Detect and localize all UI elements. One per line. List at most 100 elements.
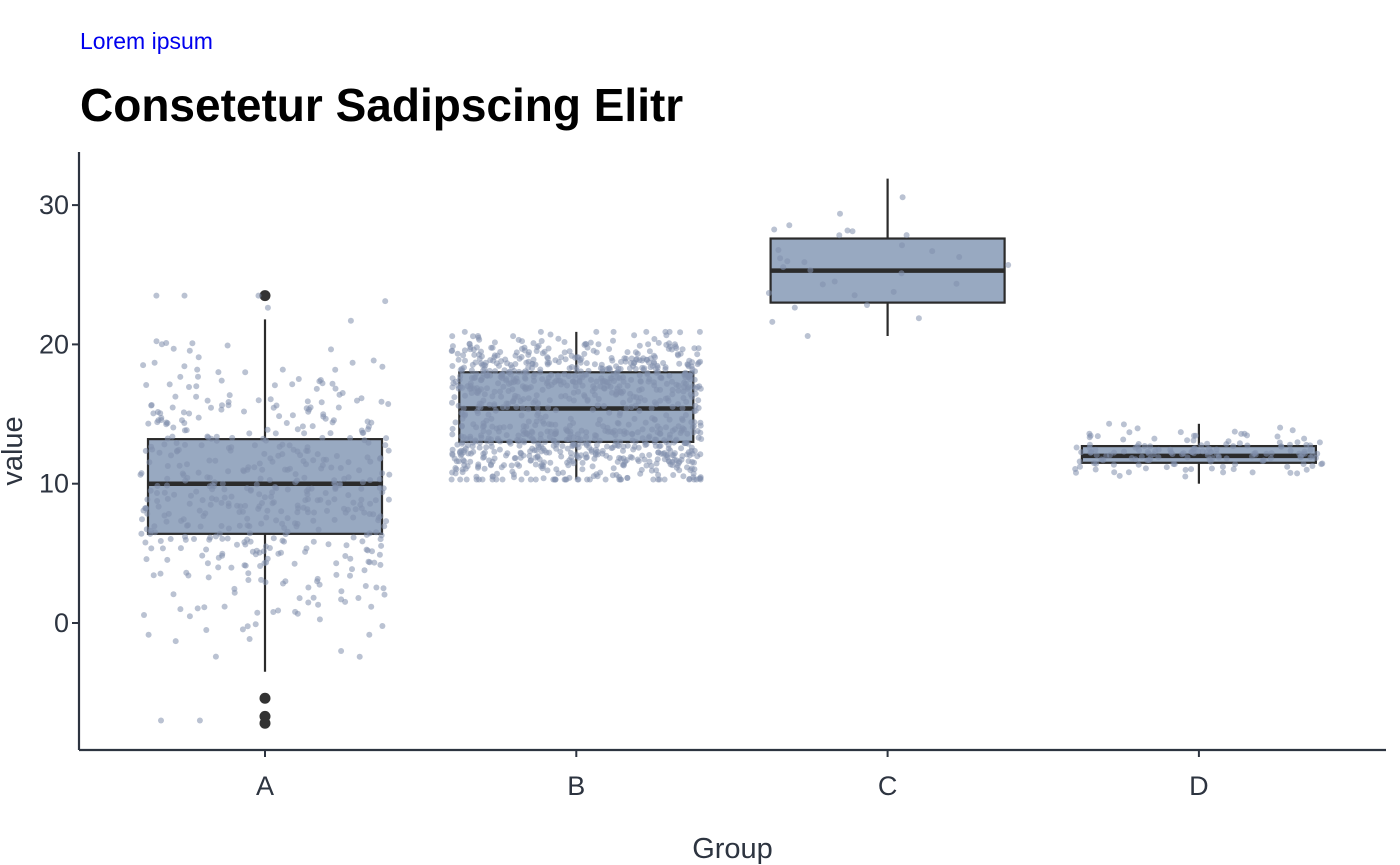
jitter-point [636, 387, 643, 394]
jitter-point [1111, 449, 1117, 456]
jitter-point [473, 424, 480, 431]
jitter-point [650, 359, 657, 366]
jitter-point [206, 536, 213, 543]
axes-layer: 0 10 20 30 A B C D Group value [0, 152, 1386, 865]
jitter-point [590, 347, 597, 354]
jitter-point [343, 542, 350, 549]
outlier-point [259, 290, 271, 302]
jitter-point [449, 469, 456, 476]
jitter-point [553, 466, 560, 473]
jitter-point [649, 426, 656, 433]
jitter-point [1076, 458, 1083, 465]
jitter-point [360, 429, 367, 436]
jitter-point [599, 447, 606, 454]
jitter-point [448, 348, 455, 354]
jitter-point [333, 571, 340, 578]
jitter-point [299, 423, 306, 430]
jitter-point [152, 529, 158, 536]
jitter-point [558, 354, 565, 361]
jitter-point [368, 603, 375, 610]
jitter-point [144, 496, 151, 503]
subtitle-link[interactable]: Lorem ipsum [80, 28, 213, 54]
jitter-point [1182, 466, 1189, 473]
jitter-point [649, 415, 656, 422]
jitter-point [655, 471, 662, 478]
jitter-point [498, 371, 505, 378]
jitter-point [370, 357, 377, 364]
jitter-point [143, 526, 150, 533]
jitter-point [497, 438, 504, 445]
jitter-point [294, 502, 301, 509]
jitter-point [1191, 445, 1198, 452]
jitter-point [1077, 463, 1083, 470]
jitter-point [455, 356, 462, 363]
jitter-point [596, 416, 603, 423]
jitter-point [548, 381, 555, 388]
jitter-point [333, 453, 340, 459]
jitter-point [338, 588, 345, 595]
jitter-point [228, 493, 235, 500]
jitter-point [345, 492, 352, 499]
jitter-point [361, 567, 368, 574]
jitter-point [1073, 469, 1079, 476]
jitter-point [322, 490, 329, 496]
jitter-point [245, 570, 252, 577]
jitter-point [679, 415, 685, 422]
jitter-point [1078, 449, 1085, 456]
jitter-point [603, 366, 610, 373]
jitter-point [173, 440, 180, 446]
jitter-point [489, 344, 496, 351]
jitter-point [151, 523, 158, 530]
jitter-point [1120, 421, 1127, 428]
jitter-point [466, 341, 473, 348]
jitter-point [1213, 446, 1220, 453]
jitter-point [561, 349, 568, 356]
jitter-point [574, 476, 581, 483]
jitter-point [929, 248, 936, 255]
outlier-point [259, 692, 271, 704]
jitter-point [641, 397, 648, 404]
jitter-point [276, 413, 283, 420]
jitter-point [513, 404, 520, 410]
jitter-point [636, 342, 643, 349]
jitter-point [489, 473, 496, 480]
jitter-point [598, 361, 605, 368]
jitter-point [775, 247, 782, 253]
jitter-point [570, 397, 577, 404]
jitter-point [481, 391, 488, 398]
jitter-point [643, 462, 650, 469]
jitter-point [1274, 433, 1281, 440]
jitter-point [672, 343, 679, 350]
jitter-point [308, 485, 315, 492]
jitter-point [831, 278, 838, 285]
jitter-point [697, 451, 704, 458]
jitter-point [554, 439, 561, 446]
jitter-point [467, 346, 474, 353]
jitter-point [142, 539, 149, 546]
jitter-point [545, 345, 552, 352]
jitter-point [693, 476, 700, 483]
jitter-point [195, 414, 202, 421]
jitter-point [382, 298, 389, 305]
jitter-point [1151, 435, 1158, 442]
jitter-point [458, 365, 465, 372]
jitter-point [493, 425, 500, 432]
jitter-point [613, 388, 620, 395]
jitter-point [239, 626, 246, 633]
jitter-point [304, 448, 311, 454]
jitter-point [562, 476, 569, 483]
jitter-point [253, 481, 260, 488]
jitter-point [1182, 473, 1189, 480]
x-tick-label: A [256, 771, 274, 801]
jitter-point [385, 496, 392, 503]
jitter-point [610, 328, 617, 335]
jitter-point [244, 623, 251, 630]
jitter-point [1126, 429, 1133, 436]
jitter-point [270, 609, 277, 615]
jitter-point [583, 360, 590, 367]
jitter-point [1184, 454, 1191, 461]
jitter-point [457, 383, 464, 390]
jitter-point [669, 391, 676, 398]
jitter-point [228, 444, 235, 451]
jitter-point [476, 336, 483, 343]
